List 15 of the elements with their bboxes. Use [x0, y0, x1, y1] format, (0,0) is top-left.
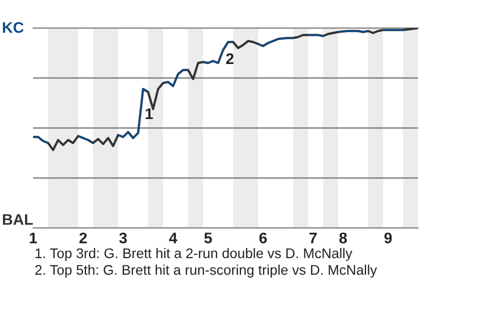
- text: BAL: [2, 214, 33, 225]
- annotation: 2: [226, 53, 234, 64]
- x-tick-label: 7: [310, 232, 317, 244]
- x-tick-label: 8: [339, 232, 347, 244]
- x-tick-label: 6: [259, 232, 267, 244]
- x-tick-label: 5: [204, 232, 212, 244]
- text: 1. Top 3rd: G. Brett hit a 2-run double vs D. McNally: [36, 248, 352, 261]
- x-tick-label: 2: [79, 232, 87, 244]
- text: KC: [2, 22, 24, 33]
- x-tick-label: 9: [384, 232, 392, 244]
- x-tick-label: 3: [119, 232, 127, 244]
- x-tick-label: 1: [30, 232, 37, 244]
- annotation: 1: [146, 108, 153, 119]
- x-tick-label: 4: [169, 232, 178, 244]
- text: 2. Top 5th: G. Brett hit a run-scoring triple vs D. McNally: [35, 264, 377, 278]
